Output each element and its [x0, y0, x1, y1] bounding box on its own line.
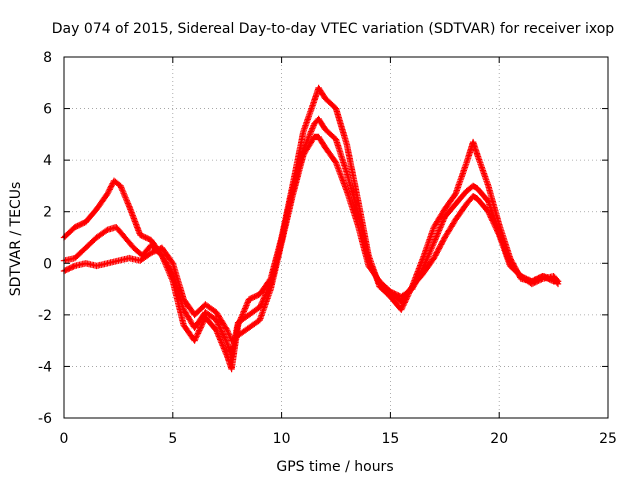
series-track-2: [60, 115, 562, 360]
x-tick-label: 10: [273, 431, 291, 447]
y-tick-label: 8: [43, 50, 52, 66]
y-tick-label: -6: [38, 411, 52, 427]
y-tick-label: 4: [43, 153, 52, 169]
x-tick-label: 5: [168, 431, 177, 447]
plot-frame: [63, 56, 609, 419]
x-tick-label: 0: [60, 431, 69, 447]
y-tick-label: -4: [38, 359, 52, 375]
y-tick-label: -2: [38, 308, 52, 324]
axis-ticks: 0 5 10 15 20 25 -6 -4 -2 0 2 4 6 8: [38, 50, 617, 447]
y-tick-label: 6: [43, 102, 52, 118]
x-tick-label: 15: [381, 431, 399, 447]
y-axis-label: SDTVAR / TECUs: [8, 182, 24, 297]
series-track-3: [60, 133, 562, 344]
data-markers: [60, 84, 562, 373]
y-tick-label: 0: [43, 256, 52, 272]
y-tick-label: 2: [43, 205, 52, 221]
x-tick-label: 25: [599, 431, 617, 447]
series-track-1: [60, 84, 562, 373]
chart-title: Day 074 of 2015, Sidereal Day-to-day VTE…: [52, 21, 615, 37]
x-tick-label: 20: [490, 431, 508, 447]
x-axis-label: GPS time / hours: [276, 459, 393, 475]
